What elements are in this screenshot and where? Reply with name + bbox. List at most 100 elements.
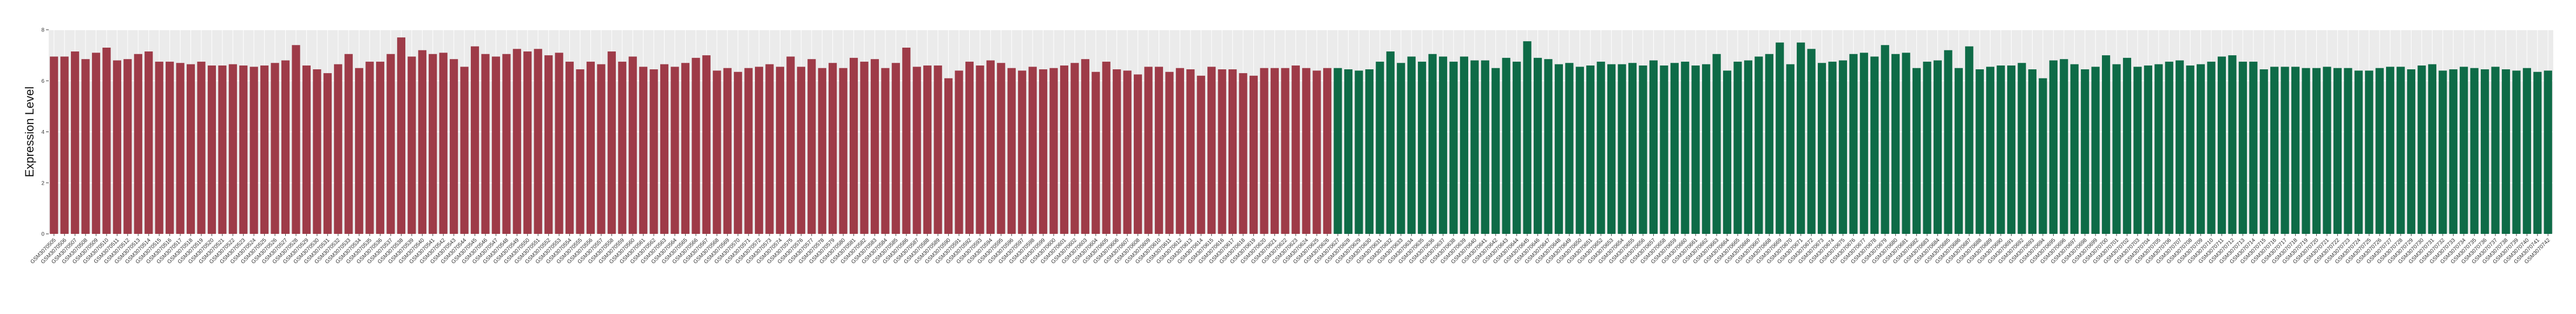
bar-GSM3070533: [344, 54, 353, 234]
x-axis-ticks: GSM3070505GSM3070506GSM3070507GSM3070508…: [29, 234, 2552, 265]
bar-GSM3070603: [1081, 59, 1089, 234]
bar-GSM3070660: [1681, 61, 1690, 234]
bar-GSM3070676: [1849, 54, 1858, 234]
bar-GSM3070741: [2533, 71, 2542, 234]
bar-GSM3070733: [2449, 69, 2457, 234]
bar-GSM3070638: [1449, 61, 1458, 234]
bar-GSM3070542: [439, 53, 448, 234]
bar-GSM3070590: [944, 78, 953, 234]
bar-GSM3070555: [576, 69, 584, 234]
bar-GSM3070598: [1028, 67, 1037, 234]
bar-GSM3070670: [1786, 64, 1795, 234]
bar-GSM3070736: [2481, 69, 2489, 234]
bar-GSM3070594: [986, 60, 995, 234]
bar-GSM3070727: [2386, 67, 2395, 234]
bar-GSM3070740: [2522, 68, 2531, 234]
bar-GSM3070725: [2365, 70, 2374, 234]
bar-GSM3070549: [512, 49, 521, 234]
bar-GSM3070720: [2312, 68, 2321, 234]
bar-GSM3070569: [723, 68, 732, 234]
bar-GSM3070737: [2491, 67, 2500, 234]
bar-GSM3070589: [934, 65, 942, 234]
bar-GSM3070707: [2176, 60, 2184, 234]
bar-GSM3070710: [2207, 61, 2216, 234]
bar-GSM3070668: [1765, 54, 1773, 234]
bar-GSM3070548: [502, 54, 511, 234]
bar-GSM3070507: [71, 51, 80, 234]
bar-GSM3070657: [1649, 60, 1658, 234]
bar-GSM3070672: [1807, 49, 1816, 234]
bar-GSM3070567: [702, 55, 711, 234]
bar-GSM3070564: [671, 67, 679, 234]
y-axis-ticks: 0 2 4 6 8: [41, 28, 49, 238]
bar-GSM3070643: [1502, 57, 1510, 234]
bar-GSM3070586: [902, 47, 911, 234]
bar-GSM3070721: [2323, 67, 2331, 234]
bar-GSM3070614: [1197, 75, 1205, 234]
bar-GSM3070576: [797, 67, 805, 234]
bar-GSM3070600: [1049, 68, 1058, 234]
bar-GSM3070583: [870, 59, 879, 234]
bar-GSM3070704: [2144, 65, 2152, 234]
bar-GSM3070557: [597, 64, 606, 234]
bar-GSM3070527: [281, 60, 290, 234]
bar-GSM3070677: [1859, 53, 1868, 234]
bar-GSM3070691: [2007, 65, 2016, 234]
bar-GSM3070711: [2217, 56, 2226, 234]
bar-GSM3070574: [776, 67, 785, 234]
bar-GSM3070519: [197, 61, 206, 234]
bar-GSM3070558: [607, 51, 616, 234]
bar-GSM3070739: [2512, 70, 2521, 234]
bar-GSM3070662: [1702, 64, 1711, 234]
bar-GSM3070723: [2344, 68, 2352, 234]
bar-GSM3070619: [1249, 75, 1258, 234]
bar-GSM3070671: [1797, 42, 1805, 234]
bar-GSM3070588: [923, 65, 932, 234]
bar-GSM3070633: [1397, 63, 1405, 234]
bar-GSM3070579: [829, 63, 837, 234]
bar-GSM3070639: [1460, 56, 1468, 234]
bar-GSM3070695: [2049, 60, 2058, 234]
bar-GSM3070611: [1165, 71, 1174, 234]
bar-GSM3070629: [1355, 70, 1363, 234]
bar-GSM3070516: [166, 61, 174, 234]
bar-GSM3070678: [1870, 56, 1879, 234]
bar-GSM3070636: [1428, 54, 1437, 234]
bar-GSM3070512: [123, 59, 132, 234]
y-axis-label: Expression Level: [23, 87, 36, 178]
bar-GSM3070566: [692, 57, 700, 234]
bar-GSM3070705: [2154, 64, 2163, 234]
bar-GSM3070631: [1376, 61, 1384, 234]
bar-GSM3070626: [1323, 68, 1332, 234]
bar-GSM3070693: [2028, 69, 2037, 234]
bar-GSM3070718: [2291, 67, 2300, 234]
y-tick-label-2: 4: [41, 129, 44, 135]
bar-GSM3070692: [2018, 63, 2026, 234]
bar-GSM3070698: [2081, 69, 2089, 234]
bar-GSM3070538: [397, 37, 406, 234]
bar-GSM3070606: [1113, 69, 1121, 234]
bar-GSM3070628: [1344, 69, 1353, 234]
bar-GSM3070605: [1102, 61, 1110, 234]
bar-GSM3070728: [2396, 67, 2405, 234]
bar-GSM3070591: [955, 70, 963, 234]
bar-GSM3070546: [481, 54, 490, 234]
bar-GSM3070509: [91, 53, 101, 234]
bar-GSM3070689: [1986, 67, 1995, 234]
bar-GSM3070729: [2407, 69, 2416, 234]
bar-GSM3070635: [1418, 61, 1427, 234]
bar-GSM3070637: [1438, 56, 1448, 234]
bar-GSM3070610: [1154, 67, 1164, 234]
bar-GSM3070593: [976, 65, 984, 234]
bar-GSM3070701: [2112, 64, 2121, 234]
bar-GSM3070623: [1291, 65, 1300, 234]
bar-GSM3070578: [818, 68, 826, 234]
bar-GSM3070612: [1175, 68, 1184, 234]
bar-GSM3070683: [1923, 61, 1931, 234]
bar-GSM3070543: [450, 59, 458, 234]
bar-GSM3070545: [470, 46, 479, 234]
bar-GSM3070596: [1007, 68, 1016, 234]
bar-series: [50, 37, 2552, 234]
bar-GSM3070648: [1554, 64, 1563, 234]
